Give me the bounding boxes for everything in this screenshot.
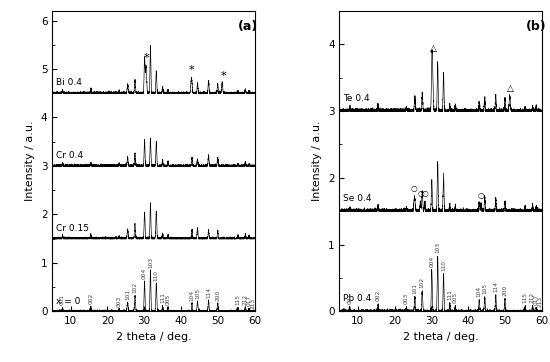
Text: 005: 005 bbox=[166, 293, 170, 304]
Text: 212: 212 bbox=[243, 294, 248, 305]
Text: 105: 105 bbox=[482, 283, 487, 294]
Text: 001: 001 bbox=[60, 294, 65, 305]
Text: 110: 110 bbox=[441, 260, 446, 271]
Text: 004: 004 bbox=[430, 255, 434, 267]
Text: 212: 212 bbox=[530, 292, 535, 303]
Text: x = 0: x = 0 bbox=[56, 296, 80, 306]
Text: 104: 104 bbox=[477, 286, 482, 297]
Text: Bi 0.4: Bi 0.4 bbox=[56, 79, 82, 88]
Text: 003: 003 bbox=[117, 295, 122, 307]
Text: ○: ○ bbox=[417, 189, 424, 198]
Text: *: * bbox=[189, 65, 195, 75]
Text: 111: 111 bbox=[447, 289, 452, 300]
Text: *: * bbox=[144, 52, 149, 62]
Text: 111: 111 bbox=[160, 292, 165, 303]
Text: 005: 005 bbox=[453, 291, 458, 303]
Text: 115: 115 bbox=[235, 294, 240, 306]
Text: *: * bbox=[221, 71, 226, 81]
Text: 002: 002 bbox=[89, 293, 94, 304]
Text: △: △ bbox=[507, 84, 514, 93]
Text: Te 0.4: Te 0.4 bbox=[343, 94, 370, 103]
Text: 114: 114 bbox=[493, 281, 498, 292]
Y-axis label: Intensity / a.u.: Intensity / a.u. bbox=[312, 121, 322, 201]
Text: 001: 001 bbox=[347, 293, 352, 304]
Text: 103: 103 bbox=[148, 257, 153, 268]
Text: 213: 213 bbox=[537, 296, 542, 307]
Text: 200: 200 bbox=[215, 290, 220, 301]
Text: ○: ○ bbox=[478, 191, 485, 200]
Text: (a): (a) bbox=[238, 20, 258, 33]
Text: 102: 102 bbox=[133, 282, 138, 293]
Text: ○: ○ bbox=[411, 184, 417, 193]
Text: 104: 104 bbox=[190, 290, 195, 301]
Text: ○: ○ bbox=[421, 189, 428, 198]
Text: 003: 003 bbox=[404, 292, 409, 303]
Text: 017: 017 bbox=[246, 295, 251, 306]
Text: 115: 115 bbox=[522, 292, 527, 303]
Y-axis label: Intensity / a.u.: Intensity / a.u. bbox=[25, 121, 35, 201]
Text: 105: 105 bbox=[195, 288, 200, 299]
Text: △: △ bbox=[430, 44, 437, 53]
Text: 114: 114 bbox=[206, 287, 211, 298]
Text: 004: 004 bbox=[142, 268, 147, 279]
X-axis label: 2 theta / deg.: 2 theta / deg. bbox=[116, 332, 191, 342]
Text: 002: 002 bbox=[376, 290, 381, 301]
Text: Cr 0.15: Cr 0.15 bbox=[56, 224, 89, 233]
Text: Pb 0.4: Pb 0.4 bbox=[343, 294, 371, 303]
Text: 103: 103 bbox=[435, 242, 440, 253]
Text: 017: 017 bbox=[534, 294, 539, 304]
Text: 101: 101 bbox=[125, 289, 130, 300]
Text: 101: 101 bbox=[412, 283, 417, 294]
Text: 200: 200 bbox=[503, 285, 508, 296]
Text: 213: 213 bbox=[250, 298, 255, 308]
Text: (b): (b) bbox=[526, 20, 546, 33]
Text: Cr 0.4: Cr 0.4 bbox=[56, 151, 83, 160]
X-axis label: 2 theta / deg.: 2 theta / deg. bbox=[403, 332, 478, 342]
Text: 102: 102 bbox=[420, 277, 425, 288]
Text: Se 0.4: Se 0.4 bbox=[343, 194, 372, 203]
Text: 110: 110 bbox=[154, 270, 159, 281]
